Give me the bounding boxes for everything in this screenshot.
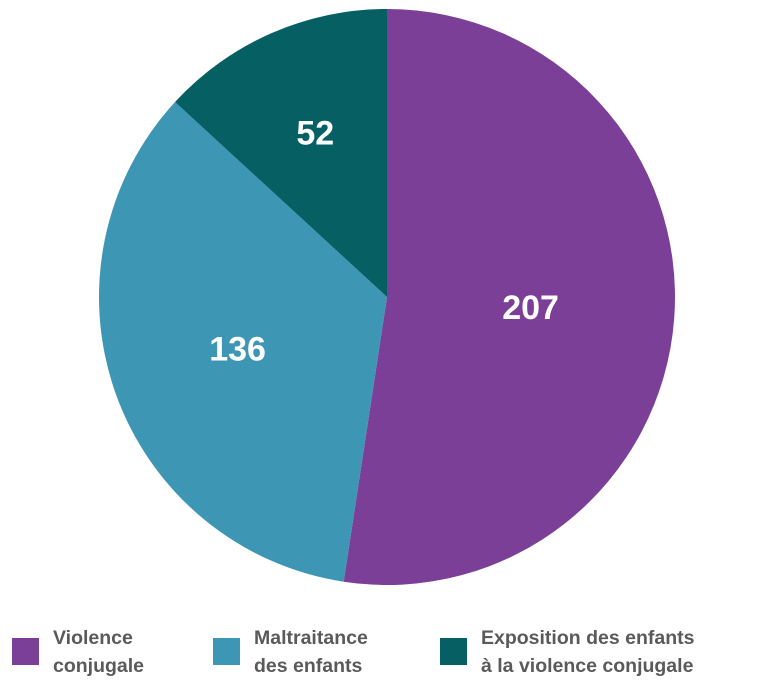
legend-item-violence-conjugale: Violence conjugale [12, 624, 144, 680]
data-label-maltraitance: 136 [209, 331, 266, 369]
pie-slice-maltraitance [98, 102, 387, 582]
legend-swatch-violence-conjugale [12, 638, 39, 665]
pie-chart: 207 136 52 [98, 9, 676, 585]
legend-item-maltraitance: Maltraitance des enfants [213, 624, 368, 680]
data-label-violence-conjugale: 207 [502, 289, 559, 327]
pie-slice-exposition [175, 9, 387, 297]
legend-swatch-maltraitance [213, 638, 240, 665]
data-label-exposition: 52 [296, 114, 334, 152]
legend-label-violence-conjugale: Violence conjugale [53, 627, 145, 677]
legend-swatch-exposition [440, 638, 467, 665]
legend-label-maltraitance: Maltraitance des enfants [254, 627, 368, 677]
legend: Violence conjugale Maltraitance des enfa… [0, 624, 764, 688]
legend-item-exposition: Exposition des enfants à la violence con… [440, 624, 694, 680]
pie-slice-violence-conjugale [343, 9, 676, 585]
legend-label-exposition: Exposition des enfants à la violence con… [481, 627, 695, 677]
